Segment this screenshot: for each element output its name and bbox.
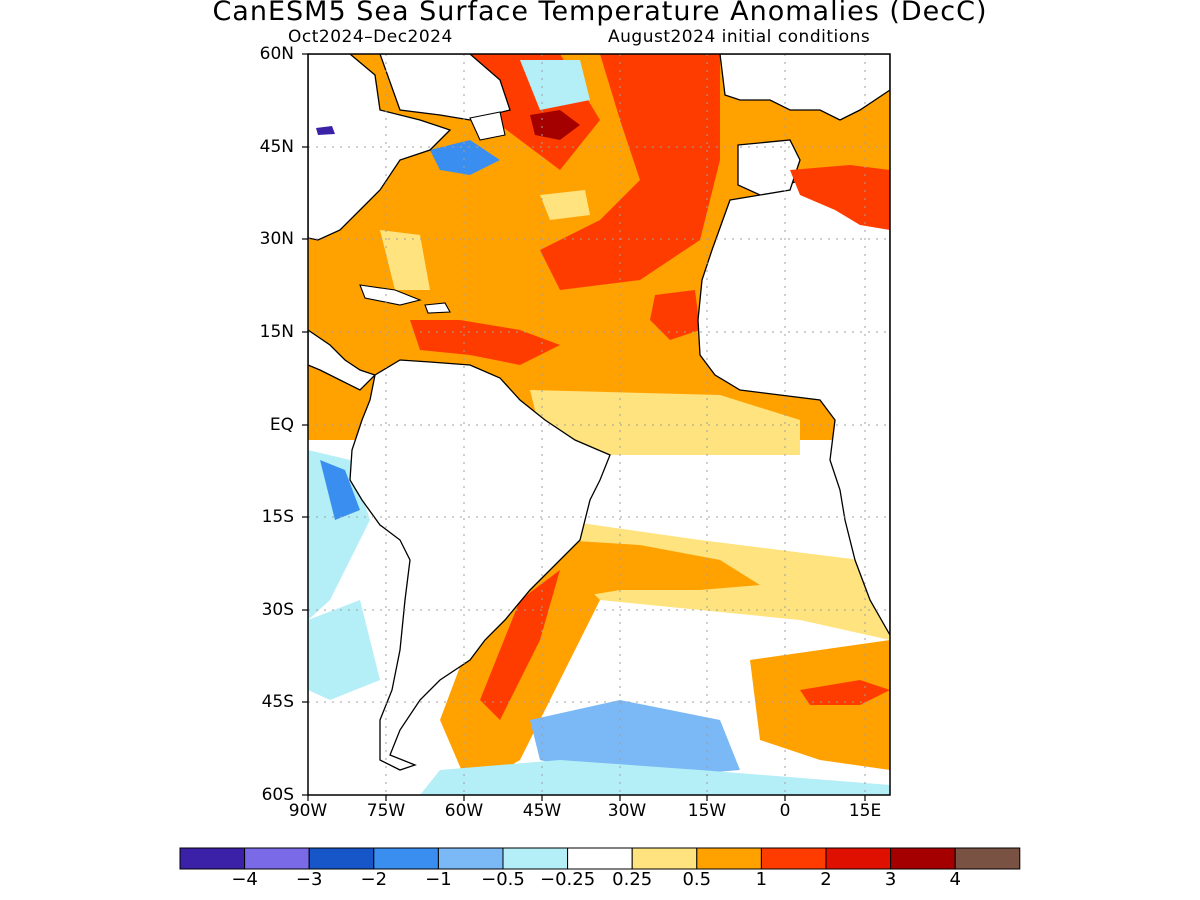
newfoundland-island	[469, 111, 506, 141]
colorbar-swatch	[567, 847, 633, 870]
colorbar-swatch	[437, 847, 504, 870]
colorbar-swatch	[760, 847, 827, 870]
iberia-land	[737, 139, 801, 196]
colorbar-swatch	[244, 847, 310, 870]
lon-label-15w: 15W	[687, 801, 727, 821]
lat-label-30n: 30N	[259, 229, 294, 249]
pacific-cool-patch	[308, 450, 370, 620]
west-atlantic-light-patch	[380, 230, 430, 290]
lat-label-eq: EQ	[269, 415, 294, 435]
lat-label-45n: 45N	[259, 137, 294, 157]
colorbar-swatch	[373, 847, 439, 870]
colorbar-tick-label: 3	[884, 869, 897, 890]
colorbar-tick-label: −1	[425, 869, 452, 890]
south-atlantic-orange-band	[560, 540, 760, 600]
brazil-current-red	[480, 570, 560, 720]
colorbar-swatch	[179, 847, 246, 870]
lon-label-30w: 30W	[607, 801, 647, 821]
lat-label-45s: 45S	[261, 692, 294, 712]
colorbar-tick-label: −4	[231, 869, 258, 890]
central-america-land	[308, 329, 377, 391]
colorbar-tick-label: 1	[755, 869, 768, 890]
cuba-island	[359, 284, 422, 306]
colorbar	[179, 847, 1021, 870]
colorbar-tick-label: −0.5	[481, 869, 525, 890]
mid-atlantic-light-patch	[540, 190, 590, 220]
north-america-land	[308, 54, 452, 241]
lon-label-45w: 45W	[522, 801, 562, 821]
initial-conditions: August2024 initial conditions	[608, 27, 871, 47]
colorbar-swatch	[308, 847, 375, 870]
axis-ticks	[302, 53, 866, 801]
lat-label-15n: 15N	[259, 322, 294, 342]
europe-land	[719, 54, 890, 121]
colorbar-tick-label: 4	[949, 869, 961, 890]
great-lakes-cool	[316, 126, 335, 135]
lat-label-60s: 60S	[261, 785, 294, 805]
south-atlantic-cool-patch	[530, 700, 740, 780]
colorbar-swatch	[890, 847, 956, 870]
lon-label-90w: 90W	[288, 801, 328, 821]
lat-label-60n: 60N	[259, 44, 294, 64]
colorbar-tick-label: −2	[360, 869, 388, 890]
colorbar-tick-label: −3	[295, 869, 323, 890]
colorbar-swatch	[631, 847, 698, 870]
southeast-red-streak	[800, 680, 890, 705]
lon-label-15e: 15E	[848, 801, 882, 821]
caribbean-red-patch	[410, 320, 560, 365]
labrador-cool-patch	[520, 60, 590, 110]
lon-label-0: 0	[779, 801, 791, 821]
colorbar-tick-label: −0.25	[540, 869, 596, 890]
colorbar-tick-label: 2	[820, 869, 832, 890]
gulf-stream-darkred	[530, 110, 580, 140]
colorbar-swatch	[502, 847, 569, 870]
nw-atlantic-cool-patch	[430, 140, 500, 175]
colorbar-tick-label: 0.5	[682, 869, 712, 890]
map-area	[308, 54, 890, 795]
graticule	[308, 54, 890, 795]
colorbar-swatch	[696, 847, 762, 870]
forecast-period: Oct2024–Dec2024	[288, 27, 453, 47]
west-africa-red-patch	[650, 290, 700, 340]
colorbar-tick-label: 0.25	[612, 869, 653, 890]
lat-label-30s: 30S	[261, 600, 294, 620]
south-america-land	[349, 359, 611, 771]
pacific-light-cool	[308, 600, 380, 700]
pacific-cool-strong	[320, 460, 360, 520]
south-atlantic-light-cool	[420, 760, 890, 795]
mediterranean-warm	[790, 165, 890, 230]
lon-label-75w: 75W	[366, 801, 406, 821]
north-atlantic-red-band	[540, 54, 720, 290]
hispaniola-island	[424, 302, 451, 314]
map-title: CanESM5 Sea Surface Temperature Anomalie…	[212, 0, 988, 27]
colorbar-swatch	[825, 847, 892, 870]
equatorial-warm-strip	[530, 390, 800, 455]
lon-label-60w: 60W	[444, 801, 484, 821]
lat-label-15s: 15S	[261, 507, 294, 527]
colorbar-swatch	[954, 847, 1021, 870]
